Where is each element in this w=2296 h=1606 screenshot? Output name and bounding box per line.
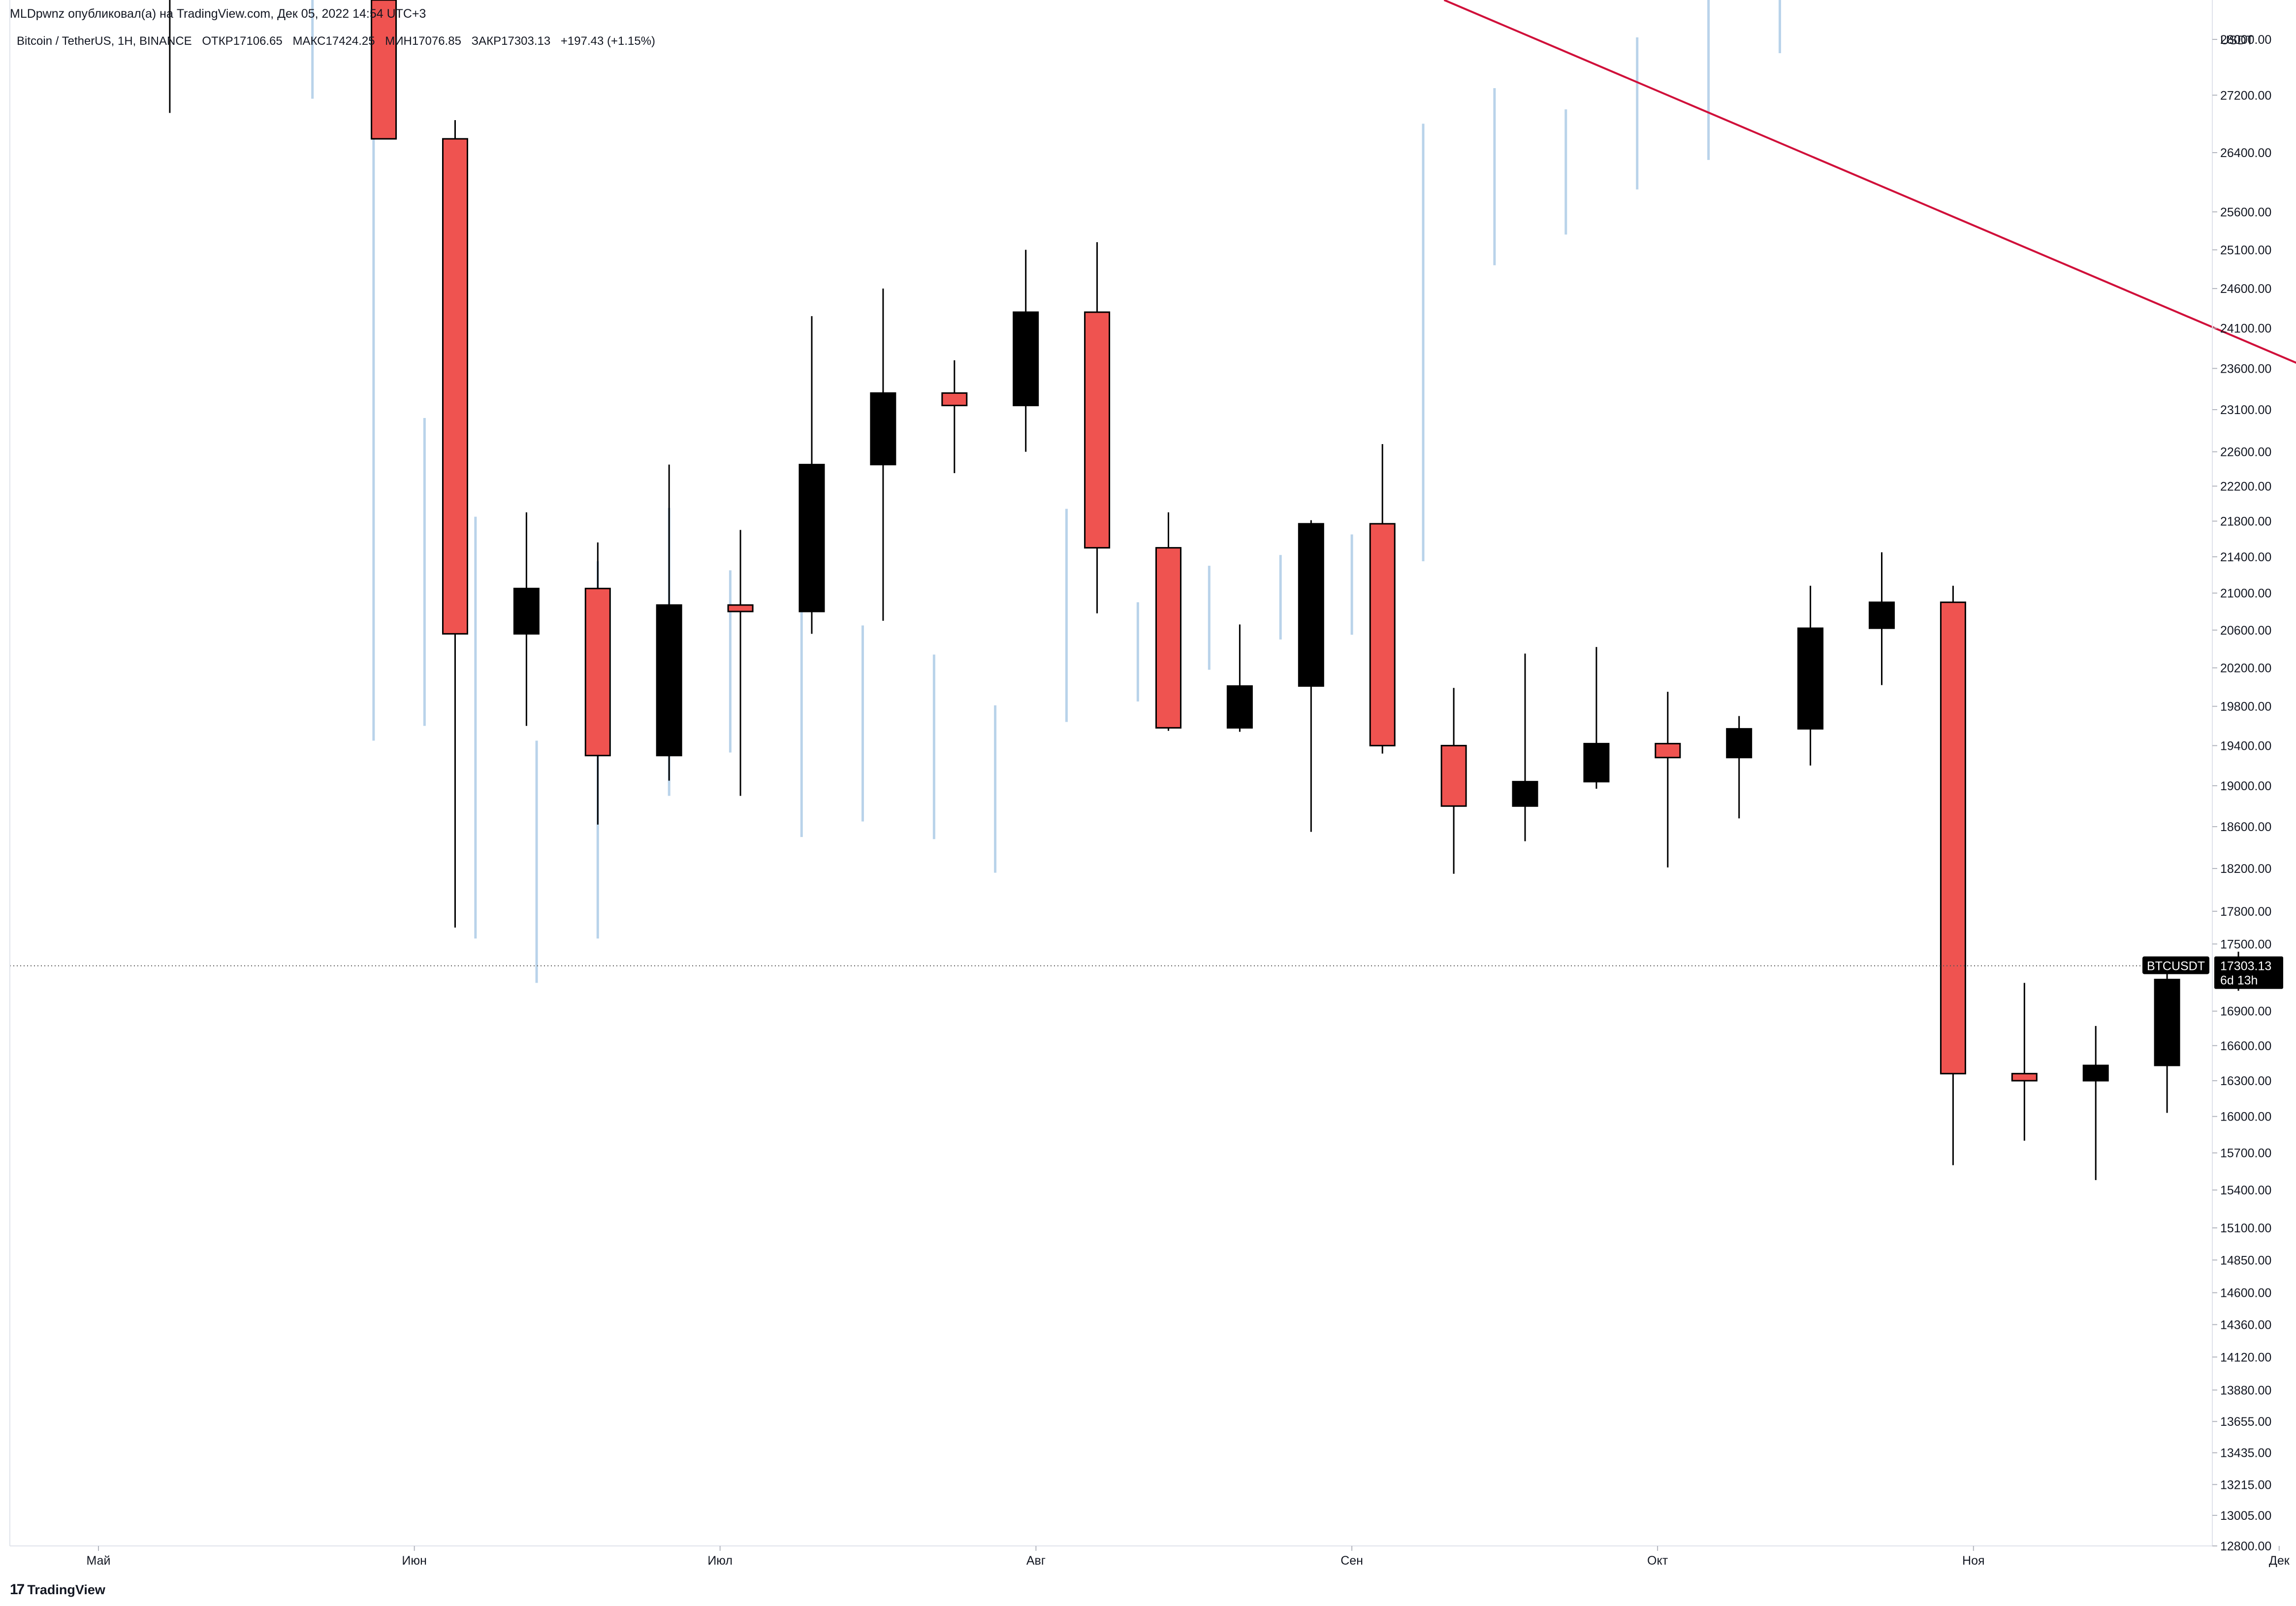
candle-body-5 — [584, 587, 611, 757]
ohlc-high: МАКС17424.25 — [292, 34, 375, 48]
y-tick-label-24: 16600.00 — [2220, 1039, 2271, 1053]
y-tick-label-28: 15400.00 — [2220, 1184, 2271, 1197]
y-tick-label-10: 22200.00 — [2220, 480, 2271, 493]
y-tick-label-29: 15100.00 — [2220, 1221, 2271, 1235]
price-tag-bg — [2214, 956, 2283, 989]
candle-body-10 — [941, 392, 968, 407]
candle-body-15 — [1298, 523, 1324, 687]
y-tick-label-37: 13215.00 — [2220, 1478, 2271, 1492]
y-tick-label-12: 21400.00 — [2220, 550, 2271, 564]
x-tick-label-7: Дек — [2269, 1554, 2290, 1568]
y-tick-label-11: 21800.00 — [2220, 514, 2271, 528]
y-tick-label-5: 24600.00 — [2220, 282, 2271, 296]
y-tick-label-6: 24100.00 — [2220, 321, 2271, 335]
x-tick-label-3: Авг — [1026, 1554, 1046, 1568]
y-tick-label-17: 19400.00 — [2220, 739, 2271, 753]
candle-body-25 — [2011, 1073, 2038, 1082]
tradingview-logo[interactable]: 17 TradingView — [10, 1581, 105, 1598]
candle-body-16 — [1369, 523, 1396, 746]
price-tag-value: 17303.13 — [2220, 960, 2271, 973]
y-tick-label-23: 16900.00 — [2220, 1005, 2271, 1019]
y-tick-label-14: 20600.00 — [2220, 624, 2271, 638]
y-tick-label-13: 21000.00 — [2220, 587, 2271, 601]
y-tick-label-32: 14360.00 — [2220, 1318, 2271, 1332]
price-tag-countdown: 6d 13h — [2220, 974, 2258, 988]
candle-body-23 — [1869, 601, 1895, 629]
y-tick-label-21: 17800.00 — [2220, 905, 2271, 919]
ohlc-close: ЗАКР17303.13 — [471, 34, 551, 48]
candle-body-13 — [1155, 547, 1181, 729]
y-tick-label-36: 13435.00 — [2220, 1446, 2271, 1460]
y-tick-label-39: 12800.00 — [2220, 1540, 2271, 1553]
candle-body-7 — [727, 604, 754, 612]
ohlc-low: МИН17076.85 — [385, 34, 461, 48]
currency-label: USDT — [2220, 33, 2254, 47]
y-tick-label-33: 14120.00 — [2220, 1350, 2271, 1364]
candle-body-12 — [1084, 311, 1111, 549]
y-tick-label-15: 20200.00 — [2220, 661, 2271, 675]
candle-body-2 — [371, 0, 397, 140]
y-tick-label-26: 16000.00 — [2220, 1110, 2271, 1124]
candle-body-6 — [656, 604, 682, 757]
x-tick-label-5: Окт — [1647, 1554, 1668, 1568]
candle-body-22 — [1797, 627, 1824, 730]
symbol-legend: Bitcoin / TetherUS, 1Н, BINANCE ОТКР1710… — [17, 34, 662, 48]
candle-body-14 — [1226, 685, 1253, 729]
symbol-name: Bitcoin / TetherUS, 1Н, BINANCE — [17, 34, 192, 48]
symbol-tag-text: BTCUSDT — [2147, 960, 2205, 973]
y-tick-label-2: 26400.00 — [2220, 146, 2271, 160]
candle-body-18 — [1512, 781, 1538, 807]
ghost-projection-bars — [311, 0, 1781, 983]
candle-body-20 — [1655, 742, 1681, 759]
x-tick-label-0: Май — [87, 1554, 111, 1568]
x-tick-label-2: Июл — [707, 1554, 733, 1568]
tradingview-logo-text: TradingView — [27, 1582, 105, 1597]
candle-body-4 — [513, 587, 540, 635]
y-tick-label-30: 14850.00 — [2220, 1253, 2271, 1267]
x-tick-label-1: Июн — [402, 1554, 427, 1568]
candle-body-19 — [1583, 742, 1610, 783]
candle-body-21 — [1726, 728, 1753, 759]
y-tick-label-9: 22600.00 — [2220, 446, 2271, 459]
y-tick-label-0: 28000.00 — [2220, 33, 2271, 47]
candle-body-9 — [870, 392, 896, 466]
y-tick-label-25: 16300.00 — [2220, 1074, 2271, 1088]
y-tick-label-20: 18200.00 — [2220, 862, 2271, 876]
y-tick-label-31: 14600.00 — [2220, 1286, 2271, 1300]
y-tick-label-7: 23600.00 — [2220, 362, 2271, 376]
resistance-trendline — [1443, 0, 2296, 364]
y-tick-label-8: 23100.00 — [2220, 403, 2271, 417]
y-tick-label-18: 19000.00 — [2220, 779, 2271, 793]
candles-layer — [169, 0, 2252, 1180]
y-tick-label-1: 27200.00 — [2220, 89, 2271, 102]
candle-body-11 — [1013, 311, 1039, 407]
y-tick-label-3: 25600.00 — [2220, 205, 2271, 219]
candle-body-17 — [1440, 744, 1467, 807]
candle-body-27 — [2154, 979, 2180, 1066]
candle-body-26 — [2082, 1064, 2109, 1082]
y-tick-label-16: 19800.00 — [2220, 700, 2271, 714]
y-tick-label-19: 18600.00 — [2220, 820, 2271, 834]
x-tick-label-4: Сен — [1340, 1554, 1363, 1568]
ohlc-change: +197.43 (+1.15%) — [560, 34, 656, 48]
trendline-layer — [1443, 0, 2296, 364]
publish-line: MLDpwnz опубликовал(а) на TradingView.co… — [10, 7, 426, 21]
candle-body-24 — [1940, 601, 1966, 1075]
x-tick-label-6: Ноя — [1962, 1554, 1985, 1568]
ohlc-open: ОТКР17106.65 — [202, 34, 283, 48]
y-tick-label-27: 15700.00 — [2220, 1147, 2271, 1160]
candle-body-3 — [442, 138, 468, 635]
candle-body-8 — [798, 464, 825, 612]
tradingview-logo-icon: 17 — [10, 1581, 25, 1598]
y-tick-label-22: 17500.00 — [2220, 937, 2271, 951]
y-tick-label-4: 25100.00 — [2220, 243, 2271, 257]
y-tick-label-38: 13005.00 — [2220, 1509, 2271, 1523]
symbol-tag-bg — [2142, 956, 2209, 974]
y-tick-label-34: 13880.00 — [2220, 1383, 2271, 1397]
y-tick-label-35: 13655.00 — [2220, 1415, 2271, 1429]
